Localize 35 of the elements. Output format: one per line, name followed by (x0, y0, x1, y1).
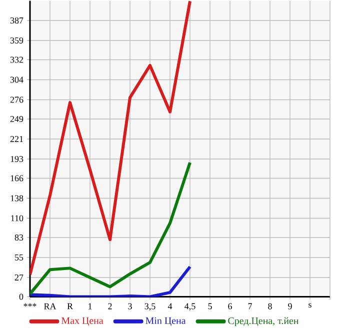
y-tick-label: 27 (14, 274, 24, 281)
y-tick-label: 249 (10, 116, 24, 122)
y-tick-label: 387 (10, 18, 24, 24)
y-tick-label: 276 (10, 96, 24, 103)
x-tick-label: 4,5 (184, 303, 196, 311)
y-tick-label: 55 (15, 254, 24, 261)
y-tick-label: 138 (10, 195, 24, 202)
y-tick-label: 359 (10, 38, 24, 44)
y-tick-label: 193 (10, 156, 24, 162)
x-tick-label: 2 (108, 303, 112, 310)
x-tick-label: *** (24, 303, 36, 307)
x-tick-label: 6 (228, 303, 232, 310)
x-tick-label: 4 (168, 303, 172, 310)
x-tick-label: R (67, 303, 73, 310)
y-tick-label: 0 (19, 294, 24, 300)
y-tick-label: 83 (14, 234, 24, 241)
x-tick-label: 1 (88, 303, 92, 310)
x-tick-label: 9 (288, 303, 292, 310)
y-tick-label: 332 (10, 56, 23, 63)
x-tick-label: 7 (248, 303, 252, 310)
x-tick-label: s (308, 303, 312, 308)
line-series (30, 0, 192, 276)
y-tick-label: 221 (10, 136, 23, 142)
legend-label: Max Цена (62, 317, 104, 326)
y-tick-label: 304 (10, 76, 24, 83)
x-tick-label: 3 (128, 303, 132, 310)
x-tick-label: 3,5 (144, 303, 156, 311)
x-tick-label: 8 (268, 303, 272, 310)
y-tick-label: 166 (10, 175, 24, 182)
y-tick-label: 110 (11, 215, 24, 222)
x-tick-label: 5 (208, 303, 212, 310)
legend-label: Min Цена (146, 317, 186, 326)
legend-label: Сред.Цена, т.йен (228, 317, 299, 326)
line-series (30, 161, 192, 296)
x-tick-label: RA (44, 303, 56, 310)
